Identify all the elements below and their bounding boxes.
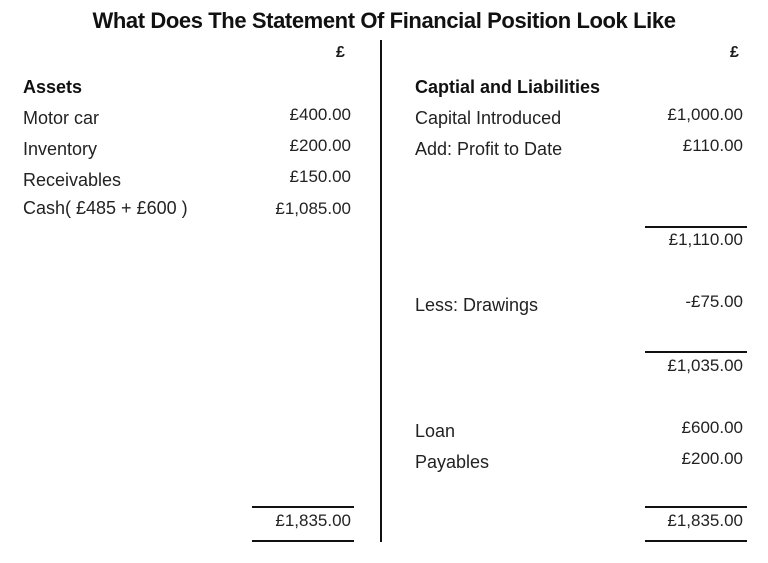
liability-value-drawings: -£75.00 bbox=[685, 292, 743, 311]
liability-label-loan: Loan bbox=[415, 421, 456, 441]
liability-subtotal-2: £1,035.00 bbox=[667, 356, 743, 375]
asset-label-inventory: Inventory bbox=[23, 139, 98, 159]
asset-label-motor-car: Motor car bbox=[23, 108, 100, 128]
assets-currency-header: £ bbox=[336, 44, 345, 61]
liability-label-capital: Capital Introduced bbox=[415, 108, 562, 128]
asset-value-motor-car: £400.00 bbox=[289, 105, 351, 124]
column-divider bbox=[380, 40, 382, 542]
assets-total-bottom-rule bbox=[252, 540, 354, 542]
liabilities-total-top-rule bbox=[645, 506, 747, 508]
liability-label-drawings: Less: Drawings bbox=[415, 295, 539, 315]
liability-value-loan: £600.00 bbox=[681, 418, 743, 437]
assets-total-value: £1,835.00 bbox=[275, 511, 351, 530]
liability-subtotal-1: £1,110.00 bbox=[668, 230, 743, 249]
liability-label-profit: Add: Profit to Date bbox=[415, 139, 563, 159]
assets-total-top-rule bbox=[252, 506, 354, 508]
liabilities-total-value: £1,835.00 bbox=[667, 511, 743, 530]
assets-heading: Assets bbox=[23, 77, 83, 97]
page-title: What Does The Statement Of Financial Pos… bbox=[92, 8, 676, 33]
liability-label-payables: Payables bbox=[415, 452, 490, 472]
liabilities-total-bottom-rule bbox=[645, 540, 747, 542]
asset-label-cash: Cash( £485 + £600 ) bbox=[23, 198, 188, 218]
subtotal-2-rule bbox=[645, 351, 747, 353]
liabilities-heading: Captial and Liabilities bbox=[415, 77, 601, 97]
asset-value-inventory: £200.00 bbox=[289, 136, 351, 155]
liability-value-profit: £110.00 bbox=[682, 136, 743, 155]
liability-value-capital: £1,000.00 bbox=[667, 105, 743, 124]
subtotal-1-rule bbox=[645, 226, 747, 228]
asset-value-cash: £1,085.00 bbox=[275, 199, 351, 218]
asset-value-receivables: £150.00 bbox=[289, 167, 351, 186]
liabilities-currency-header: £ bbox=[730, 44, 739, 61]
liability-value-payables: £200.00 bbox=[681, 449, 743, 468]
asset-label-receivables: Receivables bbox=[23, 170, 122, 190]
